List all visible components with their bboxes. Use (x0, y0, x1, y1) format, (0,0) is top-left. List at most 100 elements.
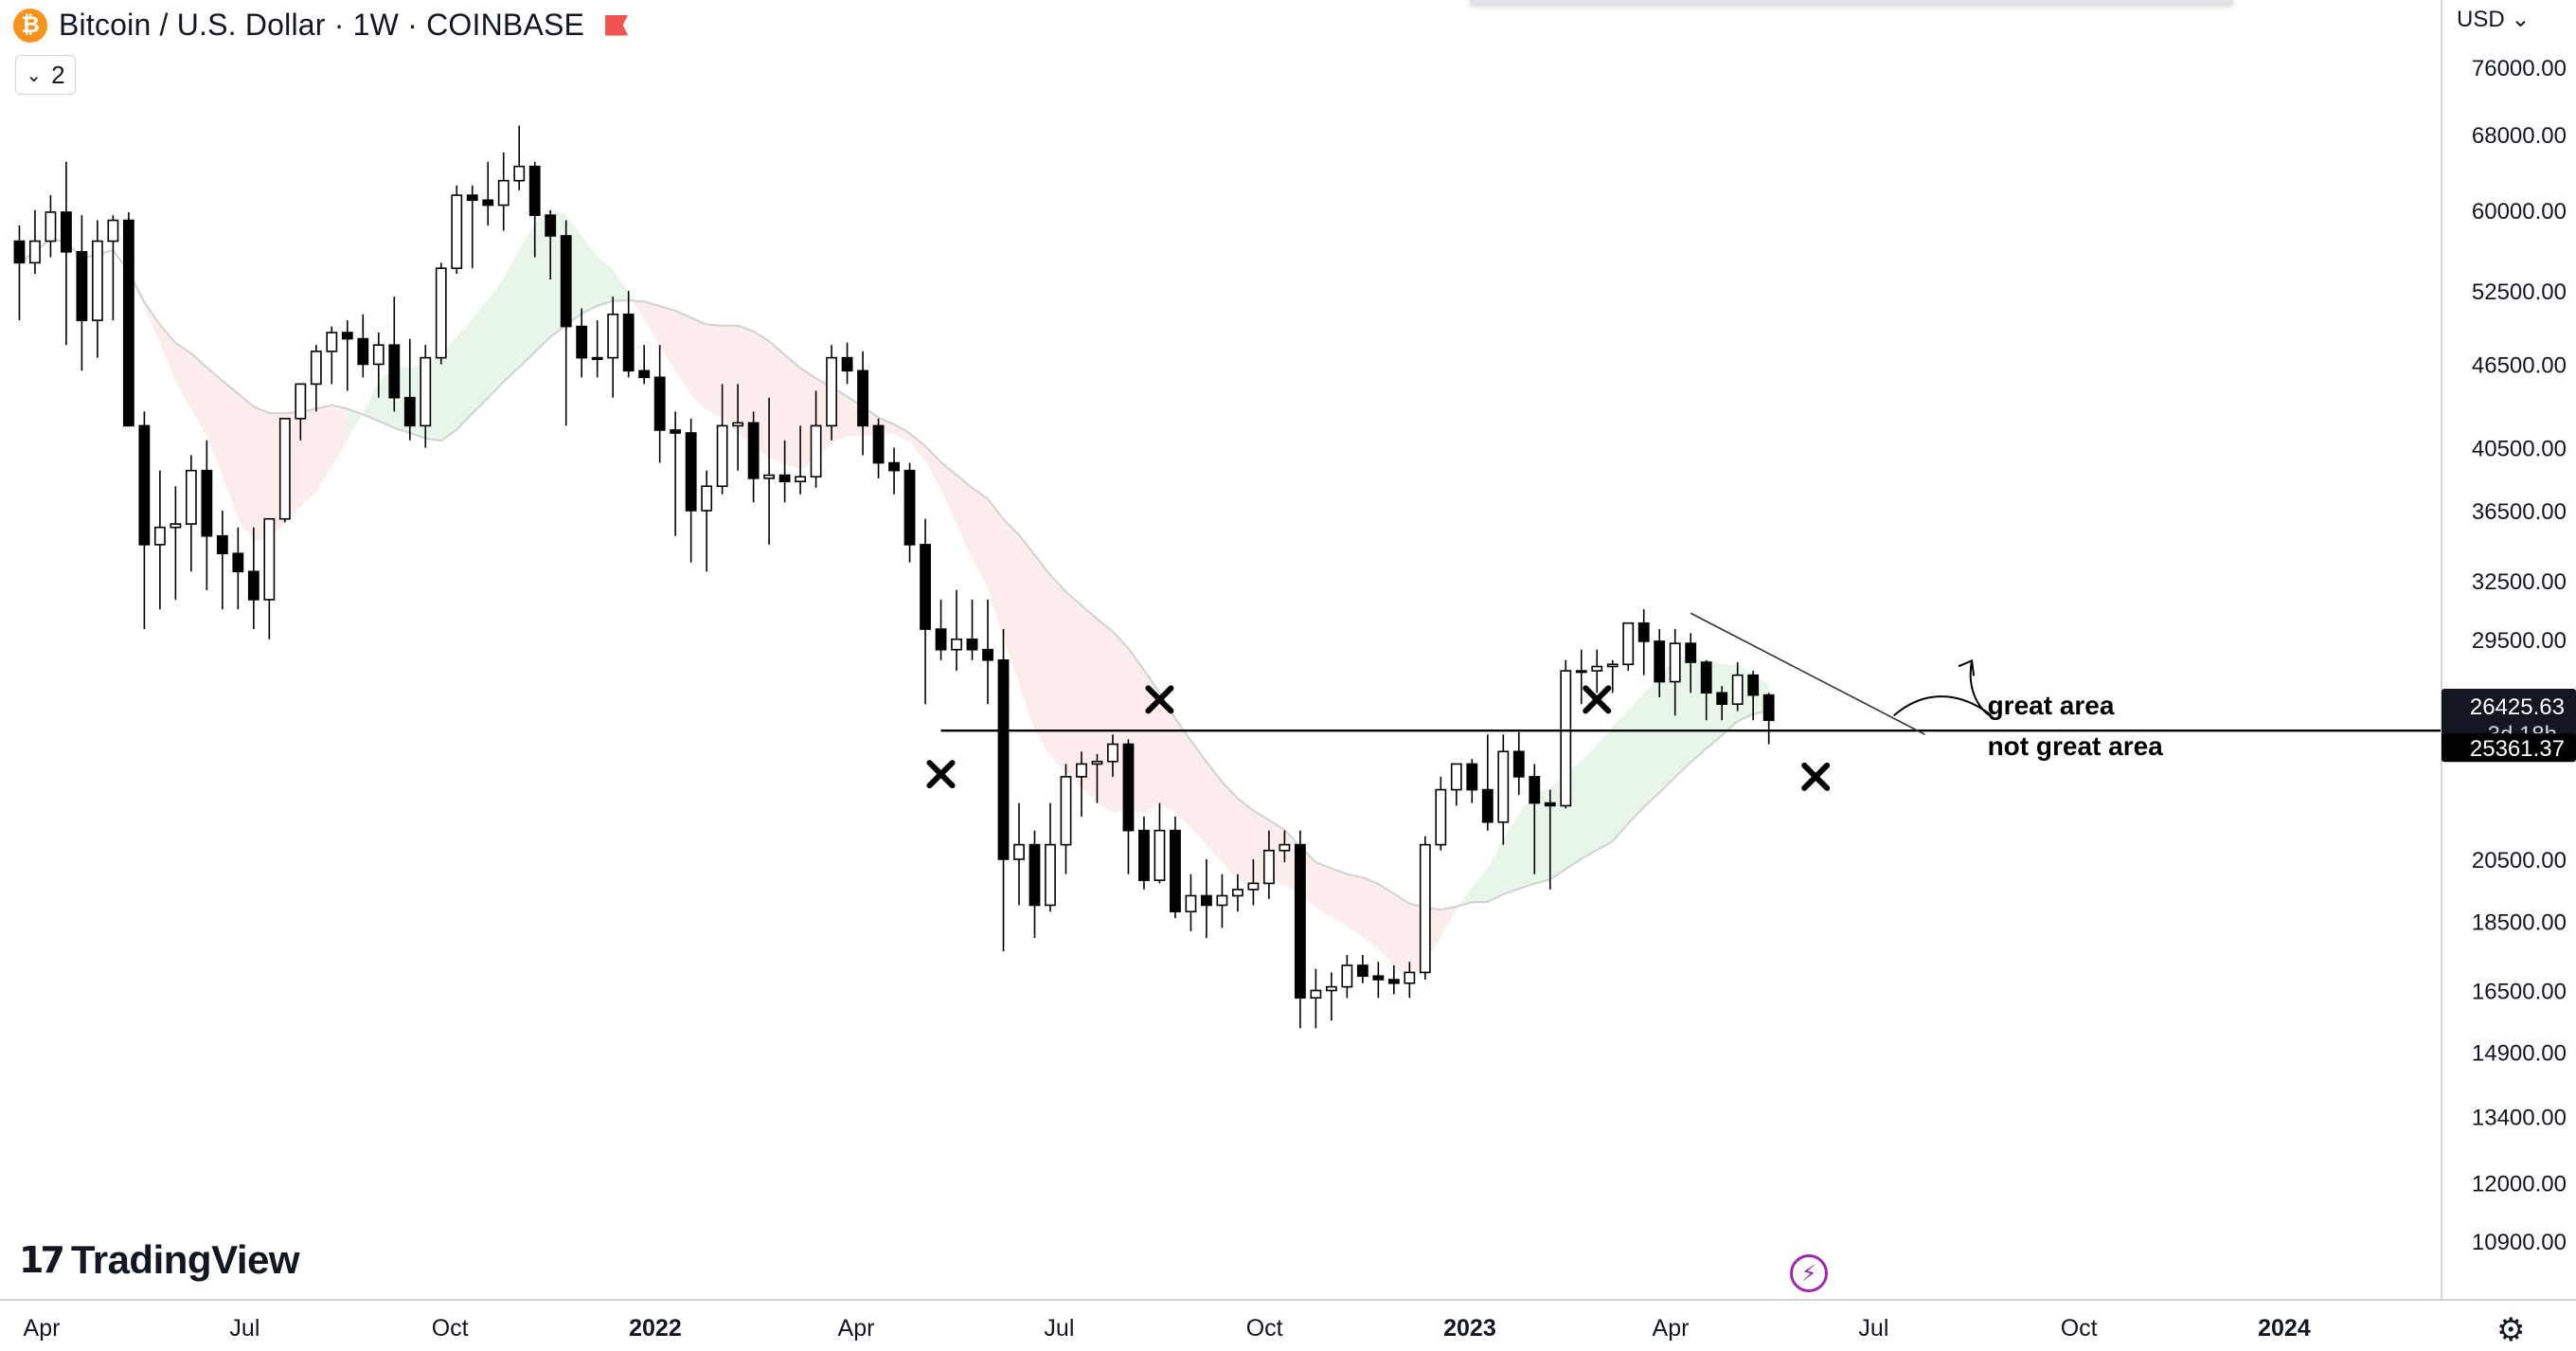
lightning-icon[interactable]: ⚡ (1790, 1254, 1828, 1292)
candle-body (263, 517, 276, 601)
time-axis-label: 2023 (1443, 1315, 1496, 1342)
candle-body (388, 344, 401, 399)
candle-body (295, 383, 307, 420)
candle-body (216, 534, 228, 554)
candle-body (513, 165, 526, 182)
x-mark-icon (926, 760, 956, 789)
band-segment (597, 255, 614, 306)
band-segment (1628, 693, 1644, 824)
floating-panel-edge (1470, 0, 2233, 4)
candle (372, 333, 385, 398)
candle (295, 383, 307, 441)
time-axis-label: Apr (1653, 1315, 1690, 1342)
price-axis[interactable]: 76000.00 68000.00 60000.00 52500.00 46500.00… (2472, 56, 2567, 1255)
candle-body (670, 429, 682, 434)
candle-body (1762, 694, 1775, 722)
candle (1029, 830, 1041, 938)
indicators-toggle-button[interactable]: ⌄ 2 (15, 55, 76, 95)
candle-body (1201, 894, 1212, 907)
candle (1279, 830, 1291, 863)
candle-body (857, 369, 868, 427)
x-mark-stroke (1583, 685, 1612, 714)
candle-body (310, 351, 322, 386)
candle-body (29, 240, 41, 264)
candle (153, 470, 166, 610)
candle-body (951, 638, 962, 651)
candle-body (1013, 843, 1025, 860)
candle (1387, 964, 1400, 995)
time-axis-label: 2022 (629, 1315, 682, 1342)
time-axis-label: Apr (24, 1315, 61, 1342)
candle-body (638, 369, 651, 379)
drawing-lines (940, 612, 2442, 736)
candle (216, 510, 228, 610)
symbol-header[interactable]: ₿ Bitcoin / U.S. Dollar · 1W · COINBASE (13, 8, 629, 43)
candle (388, 297, 401, 412)
flag-icon[interactable] (605, 14, 629, 36)
candle-body (1404, 971, 1416, 984)
moving-average-line (18, 237, 1769, 911)
candle-body (1700, 661, 1712, 694)
level-price-tag[interactable]: 25361.37 (2442, 733, 2576, 763)
candle-body (247, 570, 259, 601)
candle-body (653, 376, 666, 431)
candle (247, 527, 259, 630)
candle-body (966, 638, 978, 651)
candle-body (1435, 788, 1447, 846)
tradingview-logo[interactable]: 17 TradingView (19, 1237, 300, 1283)
time-axis[interactable]: Apr Jul Oct 2022 Apr Jul Oct 2023 Apr Jul Oct 2024 (24, 1315, 2311, 1342)
projection-arrow[interactable] (1892, 660, 1992, 717)
candle-body (1606, 663, 1619, 668)
candle-body (107, 219, 119, 243)
band-segment (347, 408, 364, 440)
candle (778, 440, 791, 503)
candle (1372, 962, 1385, 999)
currency-selector[interactable]: USD ⌄ (2457, 6, 2530, 33)
band-segment (1331, 868, 1348, 927)
candle-body (1637, 621, 1650, 642)
candle-body (732, 422, 744, 427)
candle (341, 320, 353, 391)
band-segment (581, 236, 598, 315)
candle-body (1029, 843, 1041, 907)
candle (1544, 789, 1556, 890)
candle (138, 411, 151, 630)
time-axis-label: Oct (1246, 1315, 1283, 1342)
band-segment (331, 405, 348, 467)
chevron-down-icon: ⌄ (26, 64, 43, 86)
band-segment (722, 325, 739, 433)
trend-line[interactable] (1690, 612, 1925, 736)
candle (1731, 662, 1744, 712)
candle-body (1154, 829, 1166, 881)
candle-body (1654, 640, 1666, 683)
band-segment (363, 381, 379, 422)
candle (545, 209, 557, 279)
candle (685, 418, 697, 563)
level-price-label: 25361.37 (2470, 736, 2565, 762)
candle-body (778, 474, 791, 483)
band-segment (1362, 877, 1379, 949)
price-axis-label: 14900.00 (2472, 1041, 2567, 1067)
gear-icon[interactable]: ⚙ (2496, 1312, 2526, 1348)
caret-icon: ⌄ (2511, 7, 2531, 32)
price-axis-label: 29500.00 (2472, 628, 2567, 654)
x-mark-icon (1145, 685, 1174, 714)
candle-body (1544, 802, 1556, 807)
tradingview-wordmark: TradingView (70, 1237, 300, 1282)
symbol-title[interactable]: Bitcoin / U.S. Dollar · 1W · COINBASE (59, 8, 585, 42)
band-segment (1643, 677, 1660, 807)
time-axis-label: Jul (1858, 1315, 1888, 1342)
band-segment (909, 433, 926, 461)
band-segment (707, 324, 723, 419)
candle-body (1466, 763, 1478, 791)
candle-body (76, 251, 88, 321)
band-segment (1518, 792, 1535, 889)
candle-body (1216, 894, 1228, 907)
candle (1294, 830, 1306, 1029)
candle (61, 161, 72, 346)
candle-body (451, 194, 463, 269)
candle (1091, 753, 1103, 803)
candle (76, 215, 88, 371)
candle-body (1716, 692, 1728, 706)
